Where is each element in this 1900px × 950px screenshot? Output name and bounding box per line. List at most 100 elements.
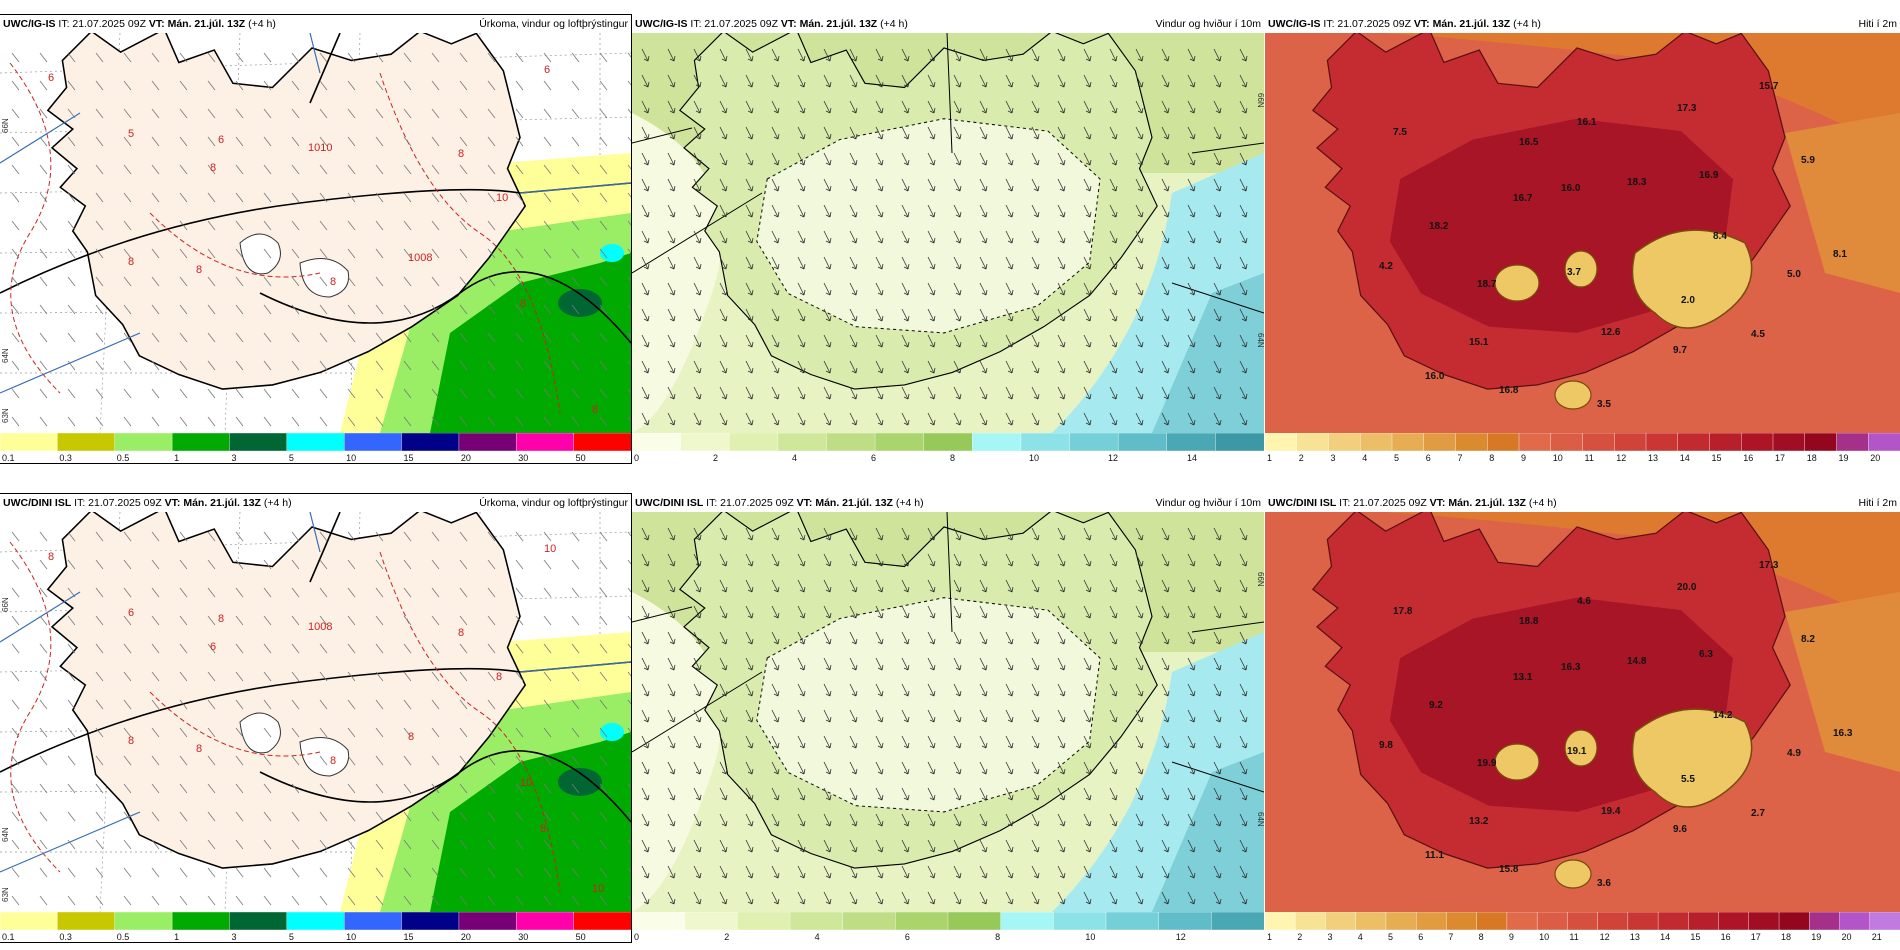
wind-arrow (641, 256, 650, 270)
wind-barb (123, 304, 132, 315)
wind-barb (123, 52, 132, 63)
wind-barb (515, 332, 524, 343)
precip-max (600, 244, 624, 262)
temperature-value-label: 20.0 (1677, 582, 1697, 593)
wind-arrow (797, 334, 806, 348)
wind-barb (179, 559, 188, 570)
wind-barb (207, 615, 216, 626)
wind-arrow (823, 178, 832, 192)
wind-barb (263, 699, 272, 710)
wind-arrow (979, 152, 988, 166)
temperature-value-label: 9.2 (1429, 700, 1443, 711)
wind-arrow (641, 178, 650, 192)
wind-arrow (927, 152, 936, 166)
wind-barb (11, 192, 20, 203)
wind-arrow (1083, 527, 1092, 541)
wind-barb (207, 108, 216, 119)
wind-arrow (1239, 787, 1248, 801)
wind-barb (123, 811, 132, 822)
row1-wind-panel: UWC/IG-IS IT: 21.07.2025 09Z VT: Mán. 21… (632, 15, 1264, 463)
wind-arrow (901, 360, 910, 374)
wind-arrow (927, 527, 936, 541)
panel-header: UWC/IG-IS IT: 21.07.2025 09Z VT: Mán. 21… (0, 15, 631, 33)
wind-barb (431, 587, 440, 598)
wind-barb (543, 80, 552, 91)
wind-arrow (745, 386, 754, 400)
wind-arrow (1109, 709, 1118, 723)
wind-arrow (719, 126, 728, 140)
wind-barb (95, 416, 104, 427)
wind-barb (515, 643, 524, 654)
precip-map: 6 5 6 8 8 8 8 1008 1010 10 8 8 6 8 66N 64N 63N (0, 33, 631, 433)
wind-barb (347, 531, 356, 542)
wind-barb (459, 248, 468, 259)
wind-arrow (1239, 308, 1248, 322)
grid-boundary (309, 512, 321, 553)
wind-arrow (953, 74, 962, 88)
colorbar-tick-label: 7 (1458, 453, 1463, 463)
wind-barb (11, 80, 20, 91)
wind-arrow (953, 334, 962, 348)
wind-arrow (1031, 631, 1040, 645)
colorbar-swatch (0, 433, 59, 452)
wind-arrow (1109, 282, 1118, 296)
colorbar-tick-label: 13 (1648, 453, 1658, 463)
wind-barb (151, 276, 160, 287)
wind-barb (599, 192, 608, 203)
wind-barb (235, 360, 244, 371)
wind-barb (375, 643, 384, 654)
wind-arrow (1135, 605, 1144, 619)
wind-arrow (641, 579, 650, 593)
wind-arrow (1031, 813, 1040, 827)
wind-barb (487, 360, 496, 371)
wind-arrow (979, 48, 988, 62)
colorbar-swatch (1804, 433, 1838, 452)
wind-arrow (1031, 605, 1040, 619)
wind-arrow (823, 126, 832, 140)
wind-arrow (1083, 230, 1092, 244)
temperature-value-label: 8.4 (1713, 231, 1727, 242)
colorbar-tick-label: 14 (1680, 453, 1690, 463)
wind-arrow (927, 709, 936, 723)
wind-arrow (849, 308, 858, 322)
wind-barb (375, 136, 384, 147)
wind-arrow (979, 360, 988, 374)
colorbar-swatch (972, 433, 1022, 452)
wind-barb (459, 108, 468, 119)
wind-barb (515, 136, 524, 147)
wind-barb (95, 276, 104, 287)
wind-barb (403, 276, 412, 287)
wind-arrow (1239, 631, 1248, 645)
wind-barb (291, 811, 300, 822)
wind-arrow (849, 386, 858, 400)
wind-arrow (927, 48, 936, 62)
wind-arrow (1161, 657, 1170, 671)
wind-arrow (745, 761, 754, 775)
wind-barb (571, 727, 580, 738)
wind-barb (67, 332, 76, 343)
wind-barb (235, 416, 244, 427)
wind-arrow (1213, 761, 1222, 775)
wind-barb (263, 671, 272, 682)
wind-barb (431, 108, 440, 119)
wind-barb (263, 839, 272, 850)
wind-barb (319, 108, 328, 119)
wind-arrow (1213, 152, 1222, 166)
wind-arrow (1239, 761, 1248, 775)
colorbar-swatch (171, 912, 231, 931)
wind-barb (403, 136, 412, 147)
wind-barb (39, 52, 48, 63)
wind-barb (235, 220, 244, 231)
wind-barb (95, 248, 104, 259)
wind-barb (291, 108, 300, 119)
wind-arrow (1213, 605, 1222, 619)
wind-arrow (953, 204, 962, 218)
wind-barb (627, 388, 631, 394)
wind-arrow (771, 709, 780, 723)
wind-arrow (901, 657, 910, 671)
wind-arrow (1187, 891, 1196, 905)
colorbar-swatch (1295, 912, 1327, 931)
colorbar-swatch (343, 433, 403, 452)
colorbar-swatch (1166, 433, 1217, 452)
wind-barb (375, 895, 384, 906)
